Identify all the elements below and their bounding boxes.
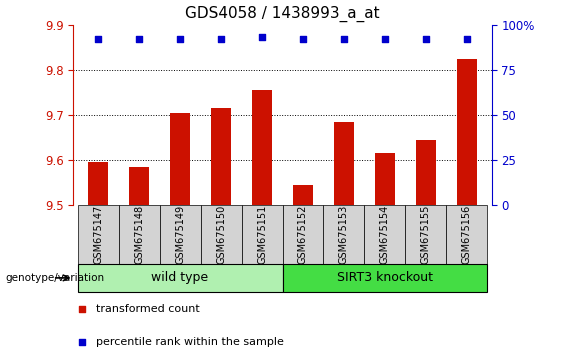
Text: GSM675150: GSM675150 <box>216 205 226 264</box>
Bar <box>375 153 396 205</box>
FancyBboxPatch shape <box>119 205 159 264</box>
FancyBboxPatch shape <box>241 205 282 264</box>
FancyBboxPatch shape <box>77 264 282 292</box>
Text: GSM675151: GSM675151 <box>257 205 267 264</box>
Bar <box>416 140 436 205</box>
Bar <box>252 90 272 205</box>
Bar <box>334 122 354 205</box>
Point <box>216 36 225 42</box>
Point <box>258 35 267 40</box>
FancyBboxPatch shape <box>159 205 201 264</box>
FancyBboxPatch shape <box>282 205 324 264</box>
Point <box>462 36 471 42</box>
Bar <box>88 162 108 205</box>
Text: GSM675155: GSM675155 <box>421 205 431 264</box>
Point <box>77 307 86 312</box>
Text: GSM675149: GSM675149 <box>175 205 185 264</box>
Point <box>380 36 389 42</box>
Text: percentile rank within the sample: percentile rank within the sample <box>97 337 284 347</box>
Text: GSM675148: GSM675148 <box>134 205 144 264</box>
Text: GSM675147: GSM675147 <box>93 205 103 264</box>
Text: GSM675153: GSM675153 <box>339 205 349 264</box>
Bar <box>293 185 313 205</box>
Title: GDS4058 / 1438993_a_at: GDS4058 / 1438993_a_at <box>185 6 380 22</box>
FancyBboxPatch shape <box>364 205 406 264</box>
Bar <box>129 167 149 205</box>
Bar <box>211 108 231 205</box>
FancyBboxPatch shape <box>201 205 241 264</box>
Point <box>94 36 103 42</box>
Text: wild type: wild type <box>151 272 208 284</box>
Text: SIRT3 knockout: SIRT3 knockout <box>337 272 433 284</box>
Point <box>77 339 86 344</box>
Text: GSM675156: GSM675156 <box>462 205 472 264</box>
FancyBboxPatch shape <box>77 205 119 264</box>
Point <box>421 36 431 42</box>
FancyBboxPatch shape <box>282 264 488 292</box>
Point <box>134 36 144 42</box>
Point <box>176 36 185 42</box>
Text: transformed count: transformed count <box>97 304 200 314</box>
Text: genotype/variation: genotype/variation <box>6 273 105 283</box>
Point <box>298 36 307 42</box>
Bar <box>457 59 477 205</box>
FancyBboxPatch shape <box>406 205 446 264</box>
Text: GSM675154: GSM675154 <box>380 205 390 264</box>
Point <box>340 36 349 42</box>
Text: GSM675152: GSM675152 <box>298 205 308 264</box>
FancyBboxPatch shape <box>324 205 364 264</box>
Bar <box>170 113 190 205</box>
FancyBboxPatch shape <box>446 205 488 264</box>
